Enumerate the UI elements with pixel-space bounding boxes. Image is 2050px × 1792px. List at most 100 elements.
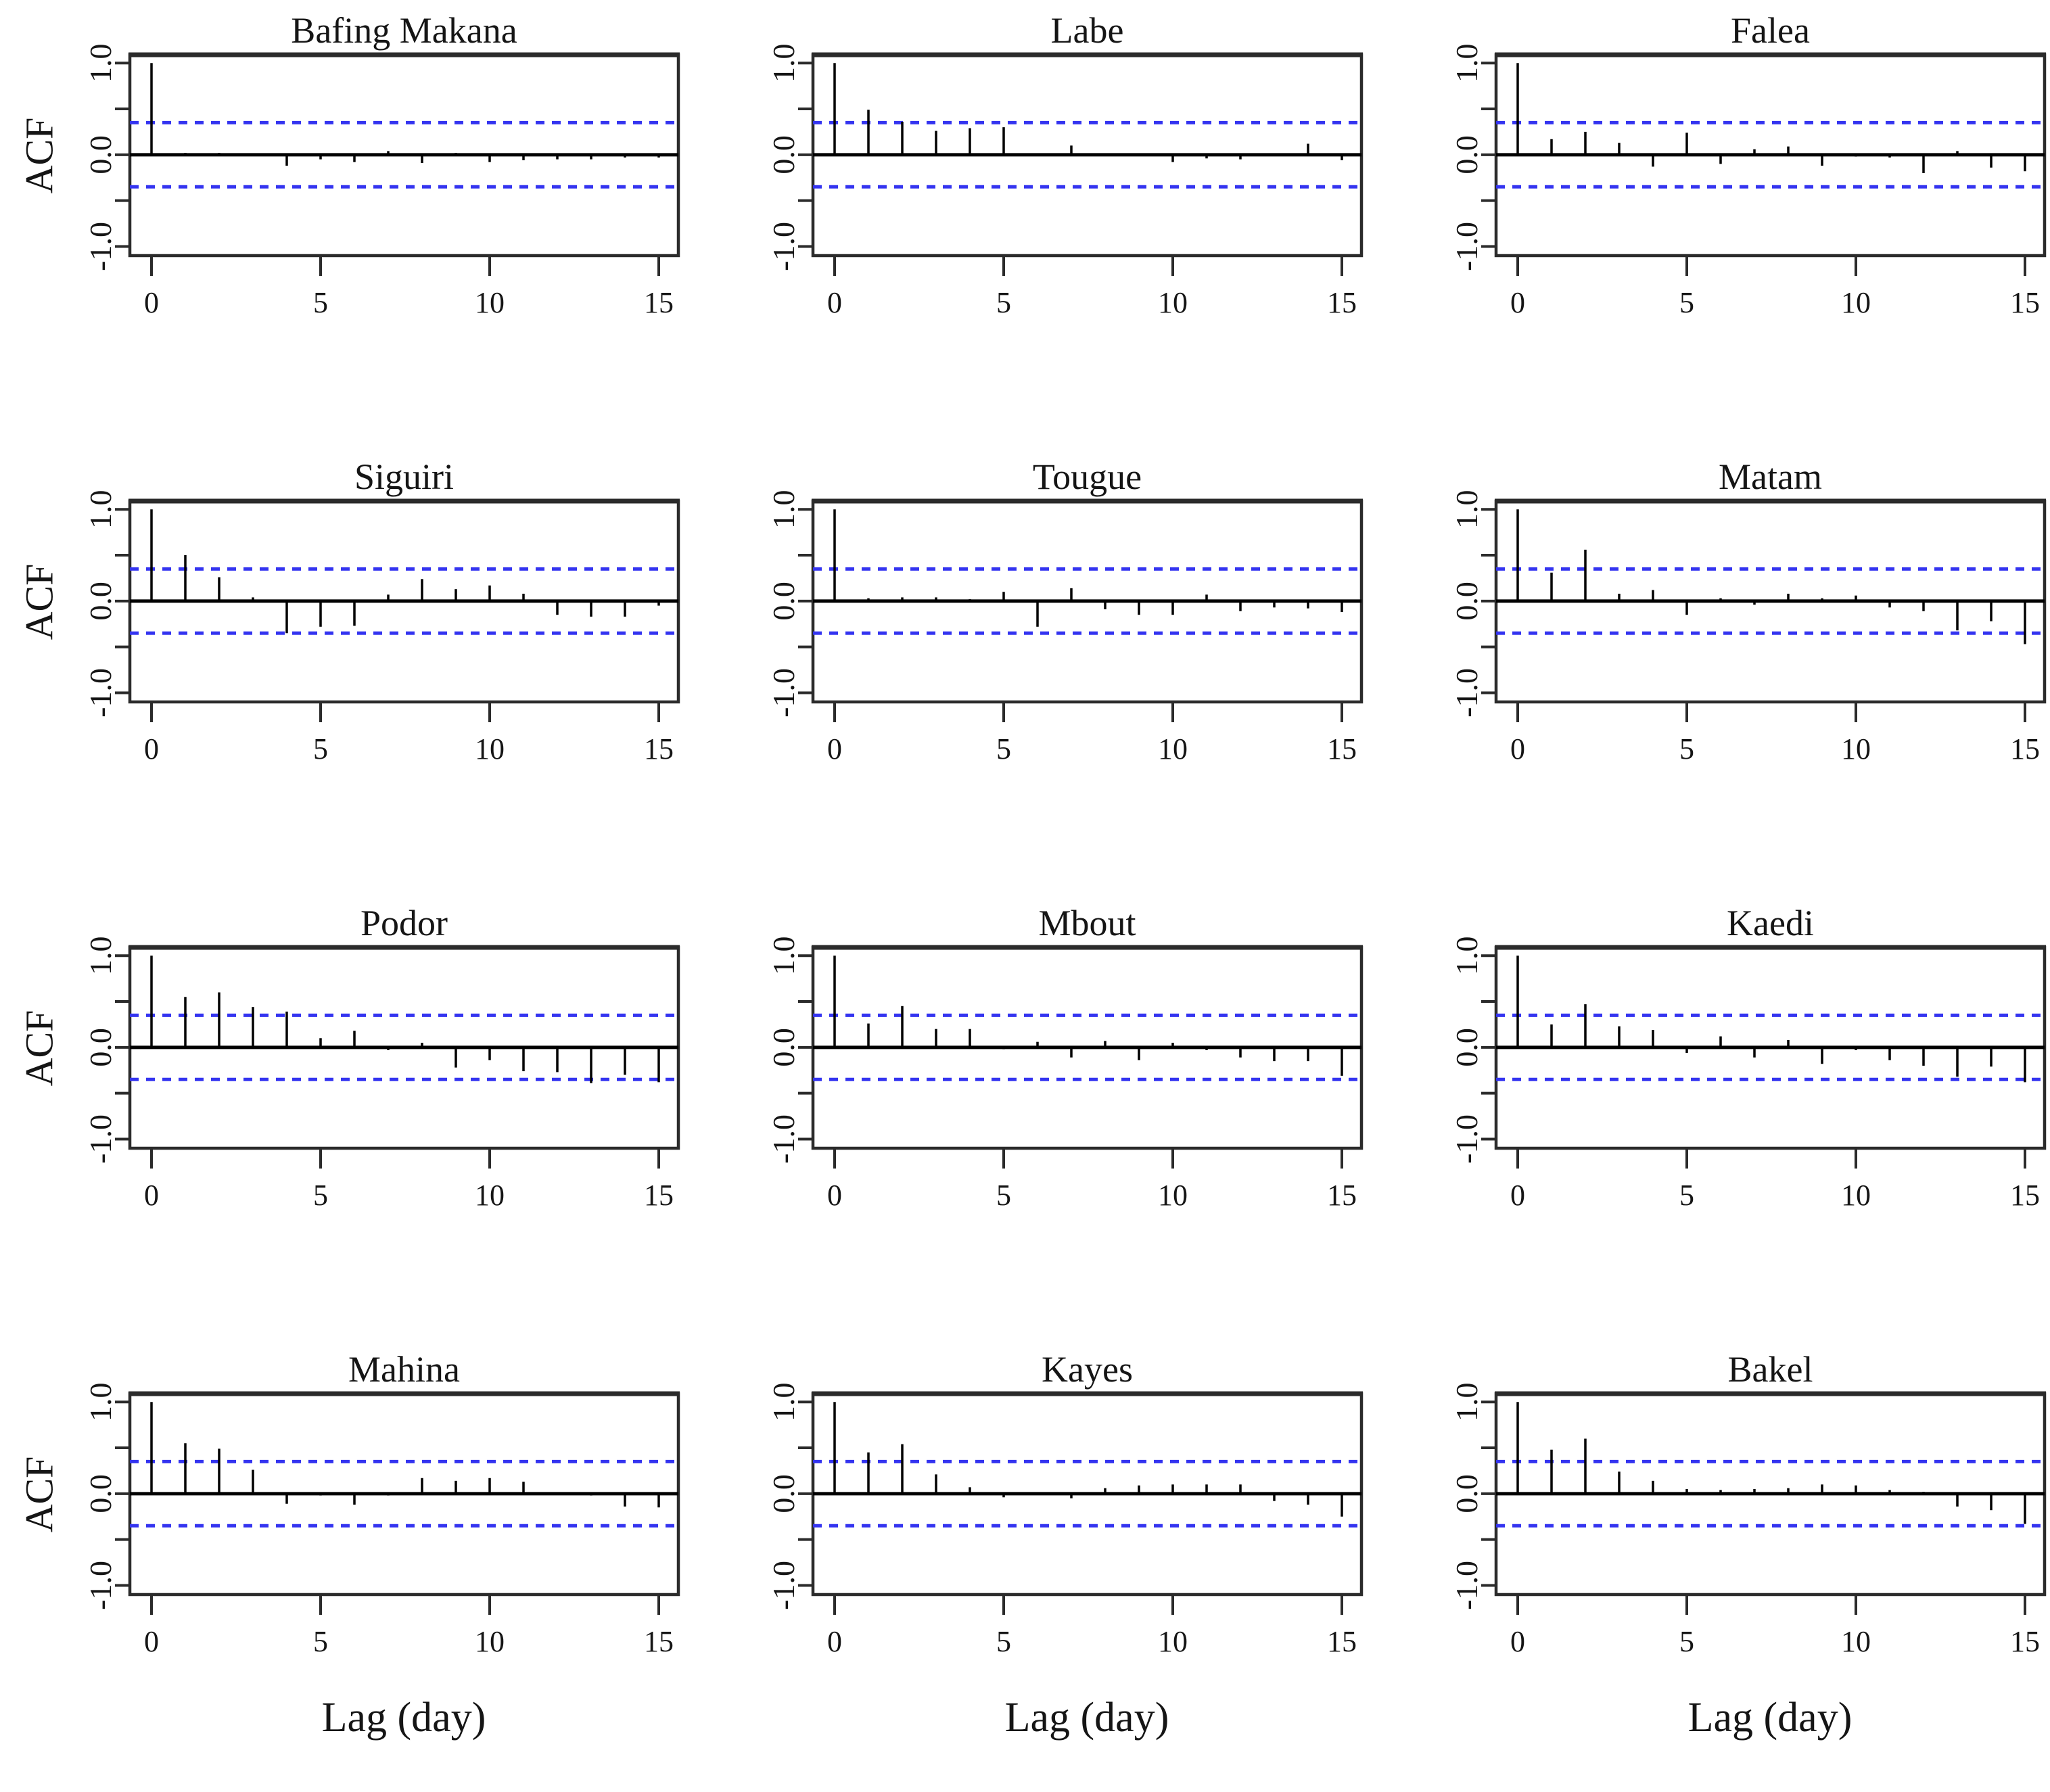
acf-plot: -1.0 0.0 1.0 0 5 10 15 (766, 1382, 1364, 1658)
panel-title: Podor (360, 903, 448, 943)
x-tick-label: 10 (1158, 732, 1188, 765)
y-tick-label: -1.0 (83, 1561, 118, 1610)
y-tick-label: -1.0 (1449, 1561, 1484, 1610)
y-tick-label: 1.0 (766, 43, 801, 82)
y-tick-label: -1.0 (1449, 668, 1484, 717)
acf-panel-podor: Podor ACF -1.0 0.0 1.0 0 5 10 15 (0, 893, 683, 1339)
acf-panel-kaedi: Kaedi -1.0 0.0 1.0 0 5 10 15 (1366, 893, 2049, 1339)
acf-panel-bakel: Bakel -1.0 0.0 1.0 0 5 10 15 Lag (day) (1366, 1339, 2049, 1792)
y-tick-label: 0.0 (83, 582, 118, 621)
y-tick-label: 1.0 (766, 936, 801, 975)
panel-title: Kaedi (1727, 903, 1814, 943)
x-tick-label: 5 (313, 732, 328, 765)
x-tick-label: 0 (144, 732, 159, 765)
x-tick-label: 5 (313, 1179, 328, 1212)
x-tick-label: 15 (2010, 1625, 2040, 1658)
x-tick-label: 0 (144, 286, 159, 319)
acf-panel-kayes: Kayes -1.0 0.0 1.0 0 5 10 15 Lag (day) (683, 1339, 1366, 1792)
acf-panel-falea: Falea -1.0 0.0 1.0 0 5 10 15 (1366, 0, 2049, 446)
y-tick-label: -1.0 (83, 222, 118, 271)
x-tick-label: 5 (313, 1625, 328, 1658)
y-tick-label: 1.0 (766, 1382, 801, 1421)
y-tick-label: -1.0 (1449, 1114, 1484, 1164)
acf-plot: -1.0 0.0 1.0 0 5 10 15 (83, 490, 680, 765)
x-tick-label: 15 (1327, 1625, 1357, 1658)
acf-plot: -1.0 0.0 1.0 0 5 10 15 (83, 43, 680, 319)
x-tick-label: 15 (644, 732, 674, 765)
y-tick-label: 1.0 (1449, 490, 1484, 529)
y-tick-label: 1.0 (766, 490, 801, 529)
x-tick-label: 10 (1841, 286, 1871, 319)
panel-title: Bafing Makana (291, 10, 517, 51)
x-tick-label: 10 (1158, 1179, 1188, 1212)
x-tick-label: 10 (1841, 1625, 1871, 1658)
x-tick-label: 5 (1679, 286, 1694, 319)
x-tick-label: 15 (2010, 286, 2040, 319)
x-tick-label: 5 (1679, 732, 1694, 765)
y-tick-label: 0.0 (766, 135, 801, 174)
acf-plot: -1.0 0.0 1.0 0 5 10 15 (1449, 1382, 2047, 1658)
panel-title: Kayes (1042, 1349, 1133, 1390)
acf-panel-bafing-makana: Bafing Makana ACF -1.0 0.0 1.0 0 5 10 15 (0, 0, 683, 446)
x-axis-label: Lag (day) (321, 1695, 486, 1741)
acf-plot: -1.0 0.0 1.0 0 5 10 15 (1449, 936, 2047, 1212)
panel-title: Siguiri (354, 456, 455, 497)
x-tick-label: 15 (1327, 286, 1357, 319)
x-tick-label: 10 (1158, 286, 1188, 319)
acf-panel-mbout: Mbout -1.0 0.0 1.0 0 5 10 15 (683, 893, 1366, 1339)
y-tick-label: 0.0 (83, 135, 118, 174)
acf-plot: -1.0 0.0 1.0 0 5 10 15 (83, 1382, 680, 1658)
acf-panel-matam: Matam -1.0 0.0 1.0 0 5 10 15 (1366, 446, 2049, 893)
panel-title: Matam (1719, 456, 1822, 497)
y-tick-label: 0.0 (1449, 1474, 1484, 1513)
x-tick-label: 5 (1679, 1179, 1694, 1212)
y-tick-label: 0.0 (766, 582, 801, 621)
x-tick-label: 5 (996, 732, 1011, 765)
x-tick-label: 0 (144, 1179, 159, 1212)
acf-panel-labe: Labe -1.0 0.0 1.0 0 5 10 15 (683, 0, 1366, 446)
y-tick-label: -1.0 (766, 668, 801, 717)
x-tick-label: 5 (996, 1625, 1011, 1658)
panel-title: Tougue (1032, 456, 1142, 497)
x-tick-label: 0 (827, 732, 842, 765)
x-tick-label: 10 (1841, 1179, 1871, 1212)
x-tick-label: 15 (1327, 732, 1357, 765)
x-tick-label: 15 (2010, 1179, 2040, 1212)
x-tick-label: 0 (1510, 732, 1525, 765)
x-axis-label: Lag (day) (1687, 1695, 1853, 1741)
y-tick-label: 1.0 (1449, 43, 1484, 82)
y-tick-label: 0.0 (83, 1028, 118, 1067)
panel-title: Bakel (1727, 1349, 1813, 1390)
x-tick-label: 15 (644, 286, 674, 319)
x-tick-label: 5 (1679, 1625, 1694, 1658)
x-tick-label: 15 (644, 1179, 674, 1212)
y-tick-label: 0.0 (1449, 135, 1484, 174)
acf-plot: -1.0 0.0 1.0 0 5 10 15 (1449, 43, 2047, 319)
x-tick-label: 0 (827, 1625, 842, 1658)
x-tick-label: 15 (644, 1625, 674, 1658)
acf-panel-mahina: Mahina ACF -1.0 0.0 1.0 0 5 10 15 Lag (day) (0, 1339, 683, 1792)
y-tick-label: 0.0 (766, 1028, 801, 1067)
acf-plot: -1.0 0.0 1.0 0 5 10 15 (1449, 490, 2047, 765)
panel-title: Labe (1050, 10, 1124, 51)
acf-panel-tougue: Tougue -1.0 0.0 1.0 0 5 10 15 (683, 446, 1366, 893)
acf-panel-siguiri: Siguiri ACF -1.0 0.0 1.0 0 5 10 15 (0, 446, 683, 893)
x-tick-label: 15 (1327, 1179, 1357, 1212)
x-tick-label: 0 (827, 1179, 842, 1212)
x-tick-label: 10 (1158, 1625, 1188, 1658)
panel-title: Falea (1731, 10, 1810, 51)
acf-plot: -1.0 0.0 1.0 0 5 10 15 (766, 490, 1364, 765)
x-tick-label: 5 (996, 1179, 1011, 1212)
acf-plot: -1.0 0.0 1.0 0 5 10 15 (766, 43, 1364, 319)
x-tick-label: 10 (475, 1625, 505, 1658)
y-tick-label: 0.0 (1449, 1028, 1484, 1067)
panel-title: Mahina (348, 1349, 460, 1390)
y-tick-label: -1.0 (83, 1114, 118, 1164)
x-tick-label: 5 (996, 286, 1011, 319)
x-axis-label: Lag (day) (1004, 1695, 1169, 1741)
y-tick-label: 1.0 (1449, 936, 1484, 975)
x-tick-label: 15 (2010, 732, 2040, 765)
acf-plot: -1.0 0.0 1.0 0 5 10 15 (766, 936, 1364, 1212)
y-tick-label: -1.0 (83, 668, 118, 717)
